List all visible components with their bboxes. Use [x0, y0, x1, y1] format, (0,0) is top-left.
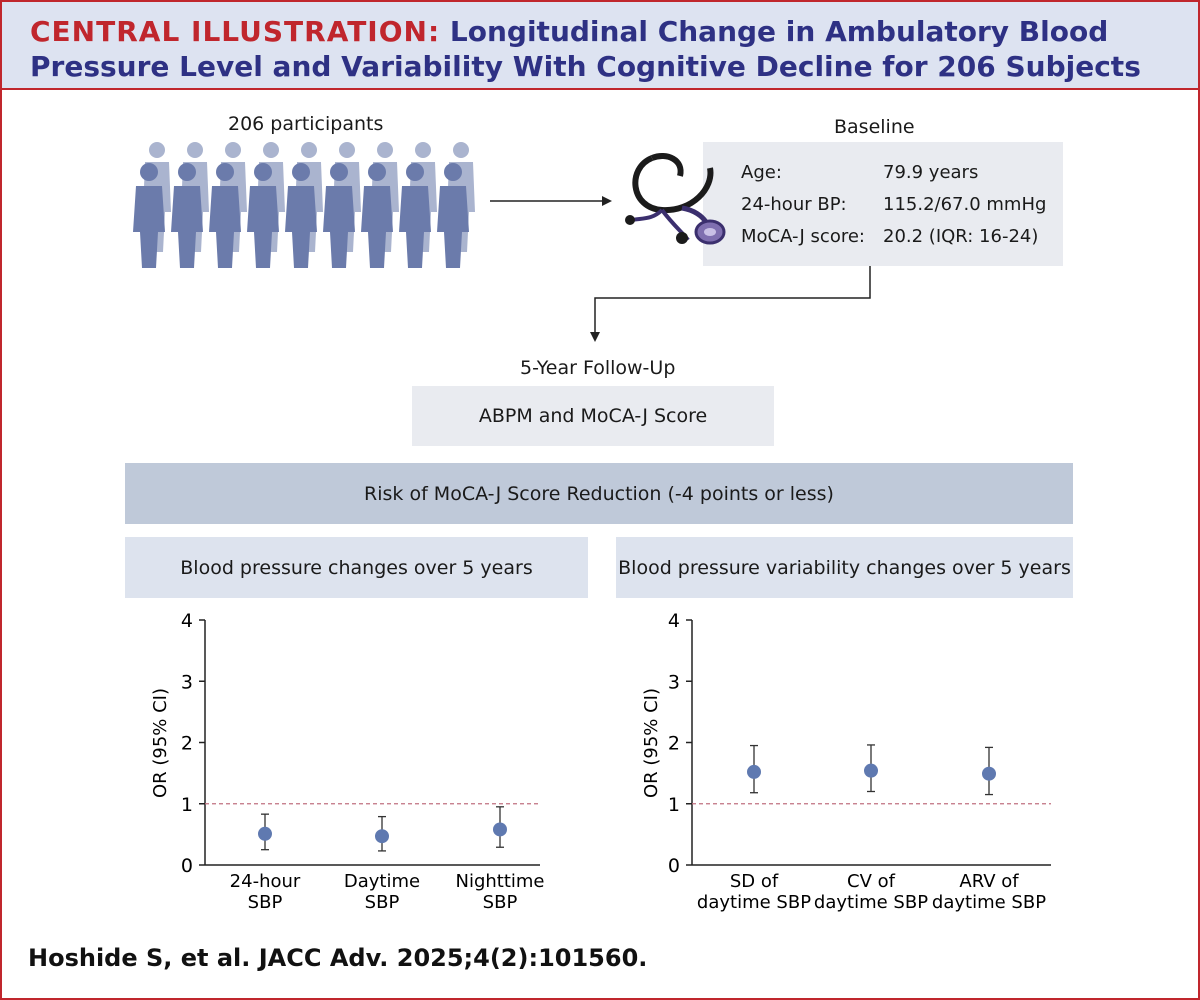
title-text: Longitudinal Change in Ambulatory Blood … — [30, 15, 1141, 83]
right-panel-title: Blood pressure variability changes over … — [616, 537, 1073, 598]
participants-label: 206 participants — [228, 113, 384, 135]
x-tick-label: daytime SBP — [814, 892, 928, 913]
x-tick-label: daytime SBP — [697, 892, 811, 913]
x-tick-label: CV of — [847, 871, 896, 892]
baseline-moca-label: MoCA-J score: — [741, 226, 865, 247]
citation: Hoshide S, et al. JACC Adv. 2025;4(2):10… — [28, 944, 648, 972]
left-panel-title: Blood pressure changes over 5 years — [125, 537, 588, 598]
connector-arrow-icon — [590, 266, 871, 342]
y-tick-label: 0 — [181, 855, 193, 877]
baseline-age-label: Age: — [741, 162, 782, 183]
y-tick-label: 4 — [668, 610, 680, 632]
people-icon — [133, 142, 475, 268]
x-tick-label: ARV of — [959, 871, 1019, 892]
left-y-axis-label: OR (95% CI) — [150, 688, 171, 798]
baseline-bp-value: 115.2/67.0 mmHg — [883, 194, 1047, 215]
stethoscope-icon — [625, 153, 726, 245]
baseline-bp-label: 24-hour BP: — [741, 194, 847, 215]
baseline-age-value: 79.9 years — [883, 162, 979, 183]
y-tick-label: 4 — [181, 610, 193, 632]
y-tick-label: 0 — [668, 855, 680, 877]
baseline-moca-value: 20.2 (IQR: 16-24) — [883, 226, 1039, 247]
risk-banner: Risk of MoCA-J Score Reduction (-4 point… — [125, 463, 1073, 524]
y-tick-label: 1 — [668, 794, 680, 816]
followup-box: ABPM and MoCA-J Score — [412, 386, 774, 446]
odds-ratio-point — [864, 763, 878, 778]
odds-ratio-point — [982, 766, 996, 781]
odds-ratio-point — [747, 764, 761, 779]
page-title: CENTRAL ILLUSTRATION: Longitudinal Chang… — [30, 14, 1180, 84]
odds-ratio-point — [375, 829, 389, 844]
x-tick-label: SBP — [483, 892, 518, 913]
baseline-heading: Baseline — [834, 116, 915, 138]
arrow-right-icon — [490, 196, 612, 206]
y-tick-label: 1 — [181, 794, 193, 816]
x-tick-label: daytime SBP — [932, 892, 1046, 913]
x-tick-label: 24-hour — [230, 871, 301, 892]
y-tick-label: 2 — [668, 733, 680, 755]
x-tick-label: SBP — [365, 892, 400, 913]
y-tick-label: 3 — [668, 671, 680, 693]
title-lead: CENTRAL ILLUSTRATION: — [30, 15, 441, 48]
followup-heading: 5-Year Follow-Up — [520, 357, 676, 379]
odds-ratio-point — [258, 826, 272, 841]
x-tick-label: SD of — [730, 871, 779, 892]
y-tick-label: 2 — [181, 733, 193, 755]
x-tick-label: SBP — [248, 892, 283, 913]
odds-ratio-point — [493, 822, 507, 837]
x-tick-label: Daytime — [344, 871, 420, 892]
y-tick-label: 3 — [181, 671, 193, 693]
right-y-axis-label: OR (95% CI) — [641, 688, 662, 798]
x-tick-label: Nighttime — [455, 871, 544, 892]
header: CENTRAL ILLUSTRATION: Longitudinal Chang… — [2, 2, 1198, 90]
baseline-box: Age: 79.9 years 24-hour BP: 115.2/67.0 m… — [703, 142, 1063, 266]
